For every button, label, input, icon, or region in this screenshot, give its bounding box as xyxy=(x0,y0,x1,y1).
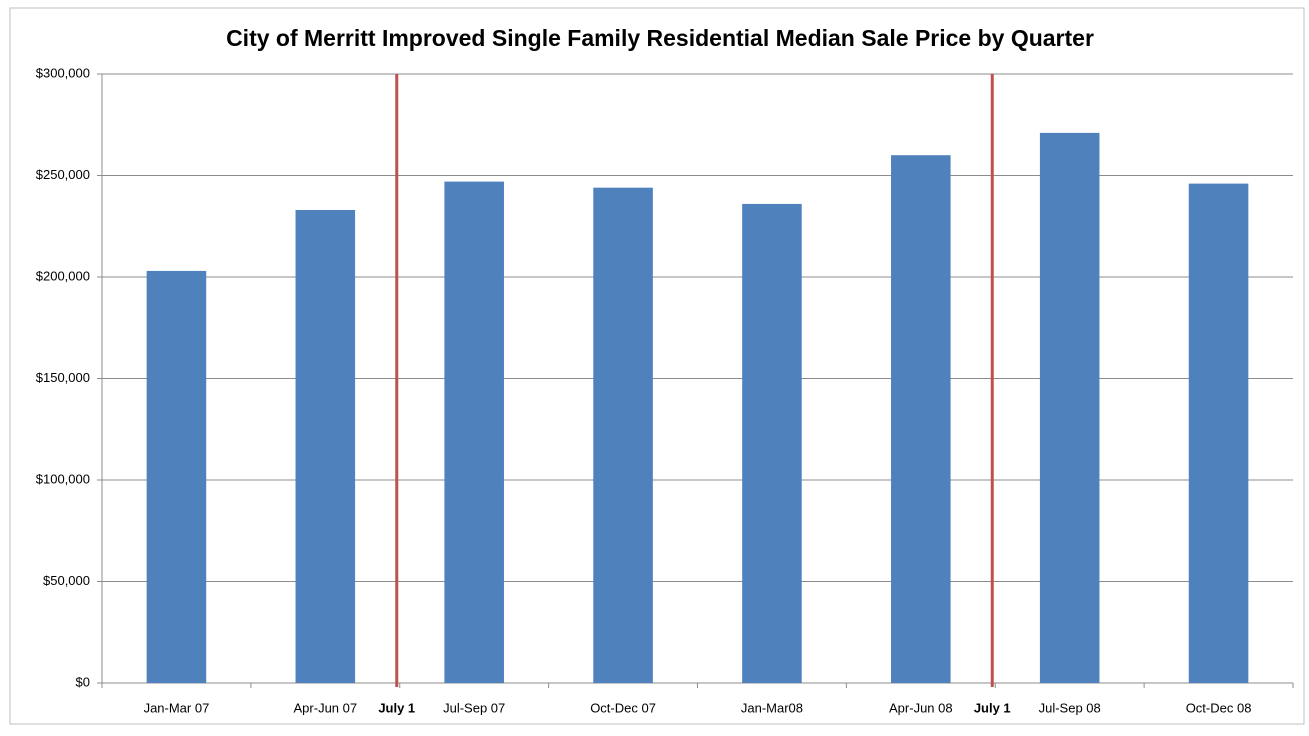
bar xyxy=(593,187,653,683)
y-tick-label: $50,000 xyxy=(43,573,90,588)
x-tick-label: Jan-Mar 07 xyxy=(144,700,210,715)
bar xyxy=(891,155,951,683)
bar xyxy=(295,210,356,683)
x-tick-label: Jan-Mar08 xyxy=(741,700,803,715)
bar xyxy=(1188,183,1249,683)
x-tick-label: Apr-Jun 08 xyxy=(889,700,953,715)
x-tick-label: Oct-Dec 07 xyxy=(590,700,656,715)
y-tick-label: $200,000 xyxy=(36,268,90,283)
annotation-label: July 1 xyxy=(974,700,1011,715)
bar xyxy=(444,181,504,683)
y-tick-label: $100,000 xyxy=(36,471,90,486)
y-tick-label: $300,000 xyxy=(36,65,90,80)
x-tick-label: Jul-Sep 08 xyxy=(1039,700,1101,715)
chart-title: City of Merritt Improved Single Family R… xyxy=(226,25,1094,51)
bar xyxy=(742,203,802,684)
annotation-label: July 1 xyxy=(378,700,415,715)
x-tick-label: Apr-Jun 07 xyxy=(294,700,358,715)
y-tick-label: $250,000 xyxy=(36,167,90,182)
y-tick-label: $150,000 xyxy=(36,370,90,385)
bar xyxy=(146,270,207,683)
y-tick-label: $0 xyxy=(76,674,90,689)
x-tick-label: Oct-Dec 08 xyxy=(1186,700,1252,715)
x-tick-label: Jul-Sep 07 xyxy=(443,700,505,715)
bar xyxy=(1039,132,1100,683)
